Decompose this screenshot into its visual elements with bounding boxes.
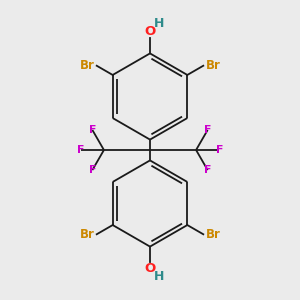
- Text: F: F: [204, 165, 211, 175]
- Text: Br: Br: [80, 59, 94, 72]
- Text: F: F: [89, 165, 96, 175]
- Text: H: H: [154, 16, 165, 30]
- Text: Br: Br: [80, 228, 94, 241]
- Text: Br: Br: [206, 59, 220, 72]
- Text: H: H: [154, 270, 165, 284]
- Text: F: F: [77, 145, 84, 155]
- Text: F: F: [216, 145, 223, 155]
- Text: F: F: [89, 125, 96, 135]
- Text: Br: Br: [206, 228, 220, 241]
- Text: O: O: [144, 25, 156, 38]
- Text: O: O: [144, 262, 156, 275]
- Text: F: F: [204, 125, 211, 135]
